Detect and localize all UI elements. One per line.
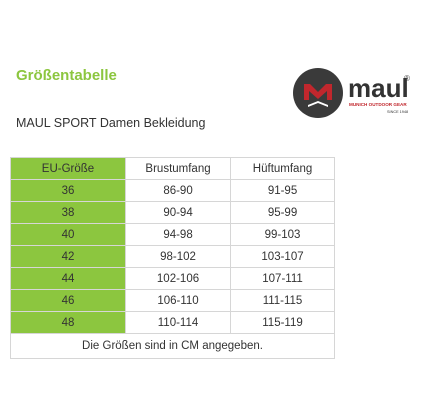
table-note: Die Größen sind in CM angegeben. <box>10 333 335 359</box>
header-chest: Brustumfang <box>124 157 232 180</box>
maul-logo-graphic: maul ® MUNICH OUTDOOR GEAR SINCE 1948 <box>293 68 410 118</box>
cell-chest: 86-90 <box>124 179 232 202</box>
table-row: 46 106-110 111-115 <box>10 289 335 312</box>
maul-logo: maul ® MUNICH OUTDOOR GEAR SINCE 1948 <box>292 67 422 119</box>
cell-hip: 103-107 <box>230 245 335 268</box>
table-row: 38 90-94 95-99 <box>10 201 335 224</box>
cell-eu-size: 36 <box>10 179 126 202</box>
cell-eu-size: 38 <box>10 201 126 224</box>
table-row: 44 102-106 107-111 <box>10 267 335 290</box>
table-row: 36 86-90 91-95 <box>10 179 335 202</box>
table-header-row: EU-Größe Brustumfang Hüftumfang <box>10 157 335 180</box>
logo-chevron <box>308 101 328 107</box>
table-row: 42 98-102 103-107 <box>10 245 335 268</box>
cell-hip: 107-111 <box>230 267 335 290</box>
cell-hip: 95-99 <box>230 201 335 224</box>
cell-hip: 91-95 <box>230 179 335 202</box>
cell-eu-size: 48 <box>10 311 126 334</box>
page-subtitle: MAUL SPORT Damen Bekleidung <box>16 116 206 130</box>
page-title: Größentabelle <box>16 67 117 84</box>
cell-eu-size: 40 <box>10 223 126 246</box>
cell-chest: 94-98 <box>124 223 232 246</box>
size-table-body: 36 86-90 91-95 38 90-94 95-99 40 94-98 9… <box>10 179 335 359</box>
cell-eu-size: 46 <box>10 289 126 312</box>
cell-chest: 98-102 <box>124 245 232 268</box>
cell-chest: 102-106 <box>124 267 232 290</box>
header-hip: Hüftumfang <box>230 157 335 180</box>
table-row: 48 110-114 115-119 <box>10 311 335 334</box>
cell-chest: 110-114 <box>124 311 232 334</box>
table-row: 40 94-98 99-103 <box>10 223 335 246</box>
cell-hip: 111-115 <box>230 289 335 312</box>
cell-chest: 90-94 <box>124 201 232 224</box>
cell-chest: 106-110 <box>124 289 232 312</box>
logo-registered-mark: ® <box>404 74 410 83</box>
size-table-head: EU-Größe Brustumfang Hüftumfang <box>10 157 335 180</box>
logo-since: SINCE 1948 <box>387 110 408 114</box>
logo-m-mark <box>304 84 332 100</box>
table-note-row: Die Größen sind in CM angegeben. <box>10 333 335 359</box>
cell-hip: 99-103 <box>230 223 335 246</box>
cell-eu-size: 42 <box>10 245 126 268</box>
logo-tagline: MUNICH OUTDOOR GEAR <box>349 102 407 107</box>
logo-brand-text: maul <box>348 73 409 103</box>
header-eu-size: EU-Größe <box>10 157 126 180</box>
cell-eu-size: 44 <box>10 267 126 290</box>
size-table: EU-Größe Brustumfang Hüftumfang 36 86-90… <box>10 157 335 359</box>
cell-hip: 115-119 <box>230 311 335 334</box>
